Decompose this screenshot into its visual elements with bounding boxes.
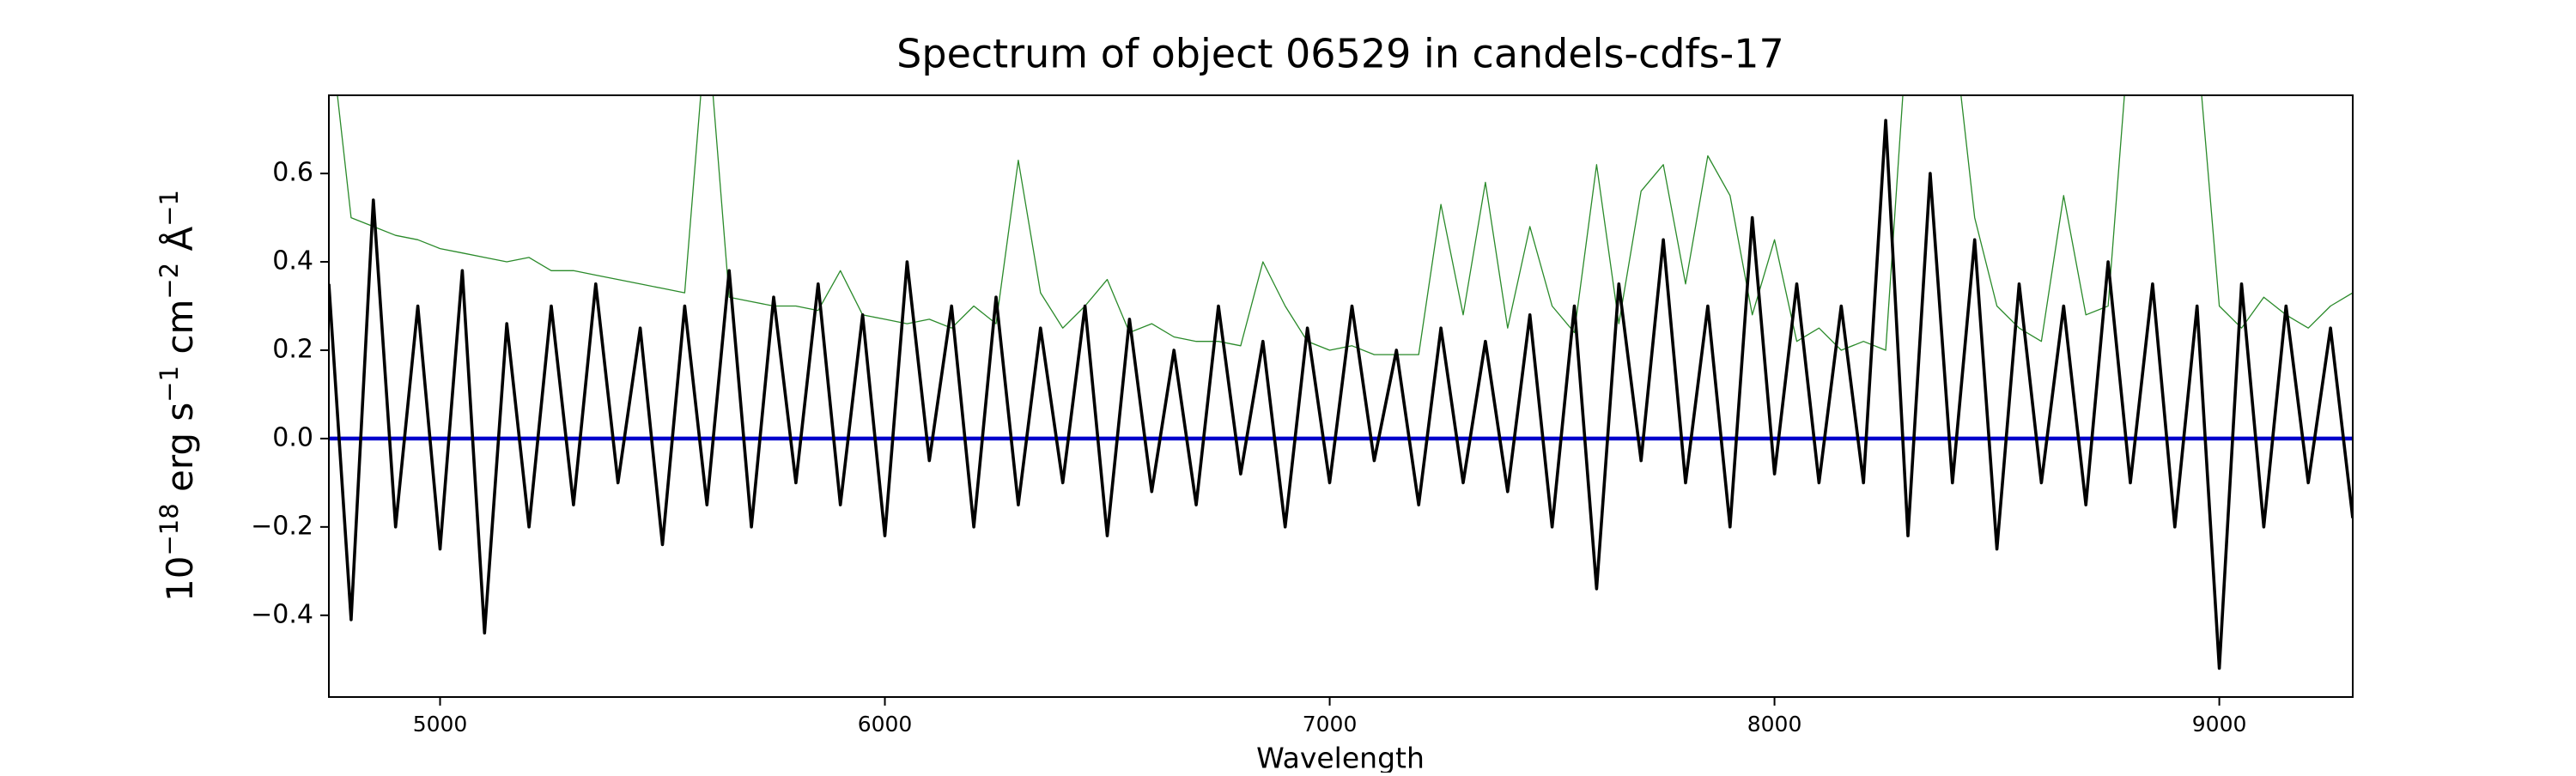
x-axis-label: Wavelength bbox=[1256, 742, 1425, 773]
spectrum-line bbox=[329, 118, 2353, 670]
x-tick-label: 9000 bbox=[2192, 712, 2247, 737]
chart-title: Spectrum of object 06529 in candels-cdfs… bbox=[896, 31, 1784, 77]
y-label-superscript: −1 bbox=[155, 366, 184, 403]
y-label-text: cm bbox=[159, 300, 201, 366]
y-label-superscript: −18 bbox=[155, 503, 184, 555]
y-label-superscript: −2 bbox=[155, 263, 184, 300]
y-tick-label: −0.2 bbox=[251, 511, 313, 541]
plot-frame bbox=[328, 94, 2354, 698]
x-tick-label: 5000 bbox=[413, 712, 468, 737]
y-label-text: 10 bbox=[159, 556, 201, 602]
plot-lines bbox=[329, 95, 2353, 670]
y-label-text: Å bbox=[158, 227, 201, 263]
x-tick-label: 8000 bbox=[1747, 712, 1802, 737]
y-tick-label: 0.0 bbox=[272, 422, 313, 452]
y-tick-label: −0.4 bbox=[251, 599, 313, 629]
y-tick-label: 0.2 bbox=[272, 334, 313, 364]
y-tick-label: 0.6 bbox=[272, 158, 313, 188]
y-axis-label: 10−18 erg s−1 cm−2 Å−1 bbox=[155, 190, 201, 602]
x-tick-label: 7000 bbox=[1303, 712, 1358, 737]
x-tick-label: 6000 bbox=[858, 712, 913, 737]
y-label-text: erg s bbox=[159, 403, 201, 504]
y-label-superscript: −1 bbox=[155, 190, 184, 227]
y-tick-label: 0.4 bbox=[272, 246, 313, 276]
